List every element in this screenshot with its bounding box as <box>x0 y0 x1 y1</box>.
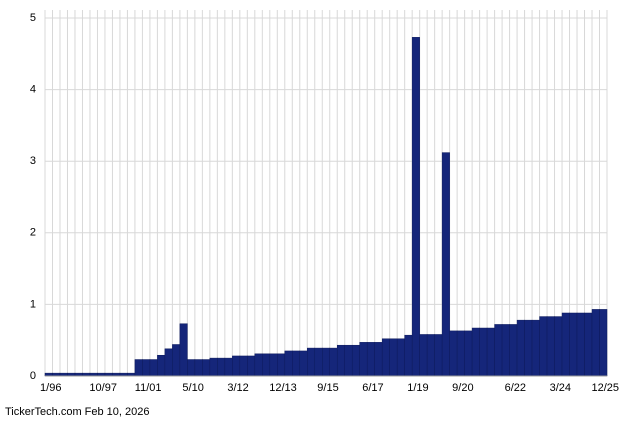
bar <box>539 316 548 377</box>
bar <box>202 359 211 377</box>
bar <box>374 342 383 377</box>
x-tick-label: 1/19 <box>407 382 428 394</box>
x-tick-label: 6/17 <box>362 382 383 394</box>
bar <box>344 344 353 377</box>
x-tick-label: 1/96 <box>40 382 61 394</box>
x-tick-label: 6/22 <box>505 382 526 394</box>
bar <box>479 327 488 377</box>
bar <box>441 152 450 377</box>
bar <box>554 316 563 377</box>
bar <box>531 319 540 377</box>
bar <box>509 324 518 377</box>
x-tick-label: 12/25 <box>591 382 619 394</box>
bar <box>569 312 578 377</box>
bar <box>419 334 428 377</box>
bar <box>179 323 188 377</box>
bar <box>187 359 196 377</box>
bar <box>329 347 338 377</box>
x-tick-label: 10/97 <box>89 382 117 394</box>
bar <box>224 357 233 377</box>
x-tick-label: 9/15 <box>317 382 338 394</box>
y-tick-label: 1 <box>30 298 36 310</box>
bar <box>314 347 323 377</box>
bar <box>359 342 368 377</box>
x-tick-label: 3/12 <box>227 382 248 394</box>
bar <box>471 327 480 377</box>
bar <box>524 319 533 377</box>
bar <box>389 338 398 377</box>
footer: TickerTech.com Feb 10, 2026 <box>5 406 150 418</box>
bar <box>134 359 143 377</box>
bar <box>149 359 158 377</box>
bar <box>157 354 166 377</box>
bar <box>584 312 593 377</box>
bar <box>396 338 405 377</box>
bar <box>366 342 375 377</box>
bar <box>322 347 330 377</box>
bar <box>546 316 555 377</box>
bar <box>142 359 151 377</box>
bar <box>599 309 608 377</box>
x-tick-label: 5/10 <box>182 382 203 394</box>
x-tick-label: 12/13 <box>269 382 297 394</box>
y-tick-label: 4 <box>30 84 36 96</box>
bar <box>209 357 218 377</box>
bar <box>434 334 443 377</box>
bar <box>254 353 263 377</box>
x-tick-label: 11/01 <box>135 382 162 394</box>
bar <box>576 312 585 377</box>
bar <box>269 353 278 377</box>
bar <box>262 353 271 377</box>
bar <box>501 324 510 377</box>
y-tick-label: 3 <box>30 155 36 167</box>
bar <box>494 324 503 377</box>
x-tick-label: 9/20 <box>452 382 473 394</box>
bar <box>426 334 435 377</box>
bar <box>456 330 465 377</box>
bar <box>292 350 301 377</box>
bar <box>277 353 286 377</box>
x-tick-label: 3/24 <box>550 382 571 394</box>
bar <box>217 357 226 377</box>
bar <box>486 327 495 377</box>
bar <box>232 355 241 377</box>
y-tick-label: 5 <box>30 12 36 24</box>
bar <box>172 344 181 377</box>
bar <box>516 319 525 377</box>
bar <box>404 334 413 377</box>
bar <box>299 350 308 377</box>
bar <box>284 350 293 377</box>
bar <box>449 330 458 377</box>
bar <box>247 355 256 377</box>
bar <box>561 312 570 377</box>
bar <box>307 347 316 377</box>
bar <box>381 338 390 377</box>
bar <box>591 309 600 377</box>
bar <box>164 348 173 377</box>
y-tick-label: 2 <box>30 227 36 239</box>
bar <box>194 359 203 377</box>
bar <box>239 355 248 377</box>
y-tick-label: 0 <box>30 370 36 382</box>
bar <box>351 344 360 377</box>
bar <box>336 344 345 377</box>
bar <box>411 37 420 377</box>
bar <box>464 330 473 377</box>
